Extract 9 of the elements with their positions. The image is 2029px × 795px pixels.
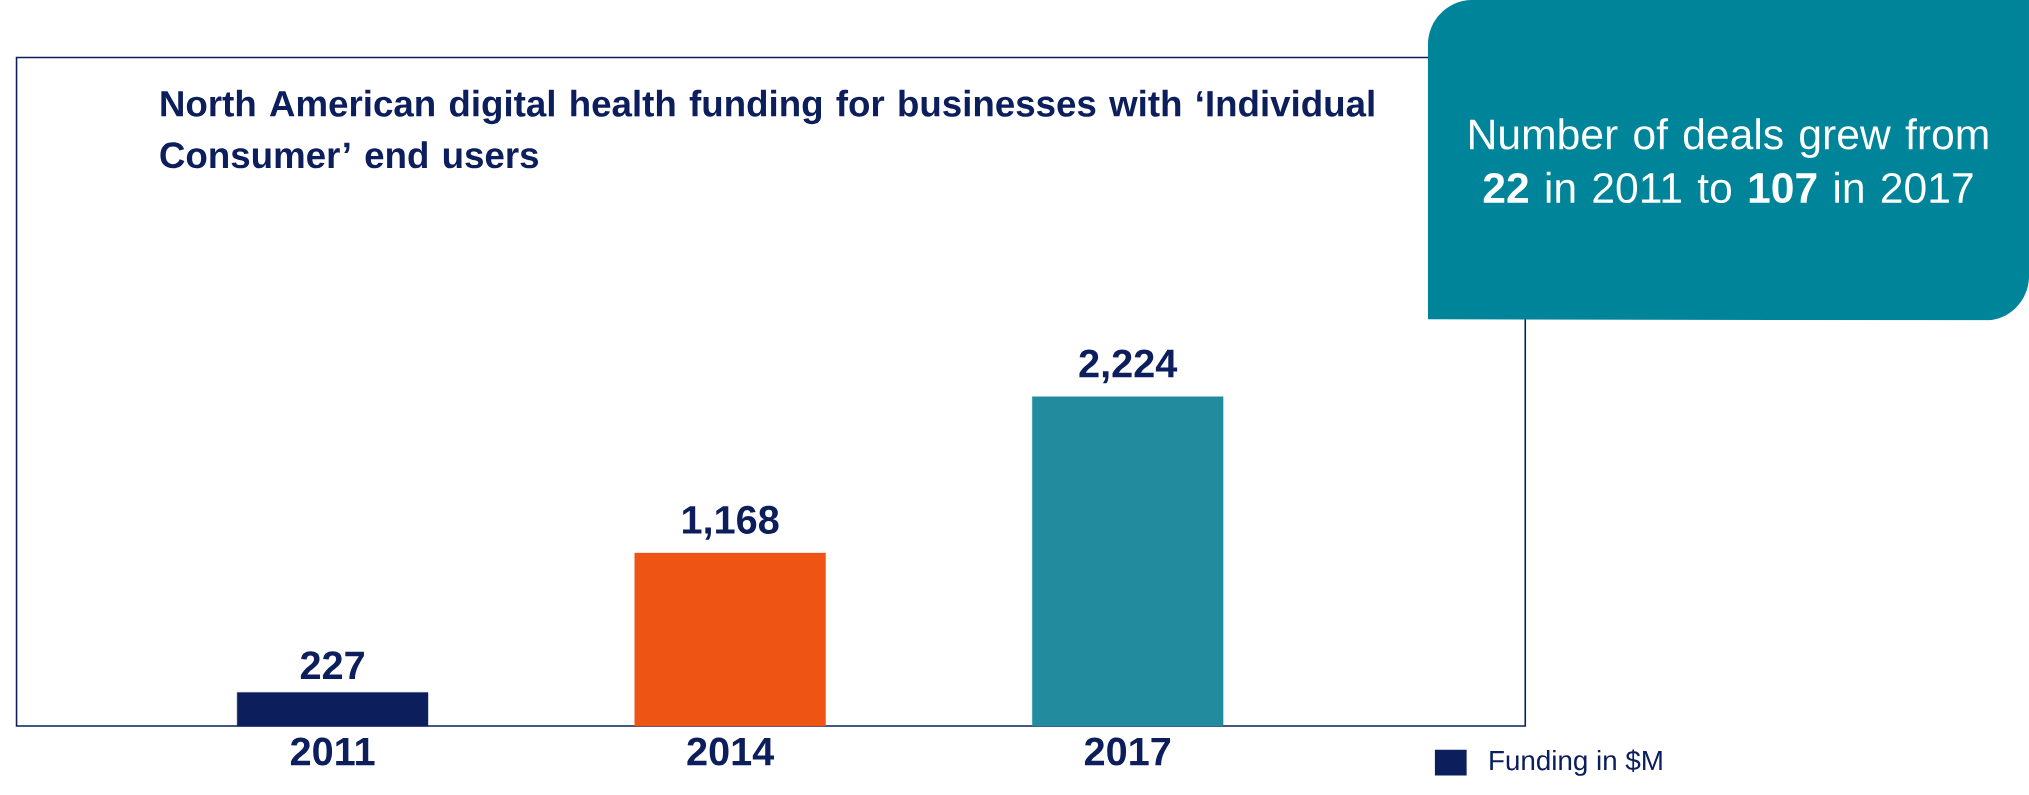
x-tick-label: 2017 — [1084, 737, 1171, 766]
x-tick-label: 2011 — [290, 737, 375, 766]
data-label: 1,168 — [683, 505, 779, 540]
legend-label: Funding in $M — [1490, 749, 1662, 776]
data-label: 227 — [300, 651, 364, 679]
text: Number of deals grew from 22 in 2011 to 107 in 2017 — [1470, 118, 1988, 203]
chart-title: North American digital health funding for businesses with ‘Individual Consumer’ end users — [160, 89, 1374, 169]
data-label: 2,224 — [1079, 349, 1178, 384]
x-tick-label: 2014 — [687, 737, 775, 766]
